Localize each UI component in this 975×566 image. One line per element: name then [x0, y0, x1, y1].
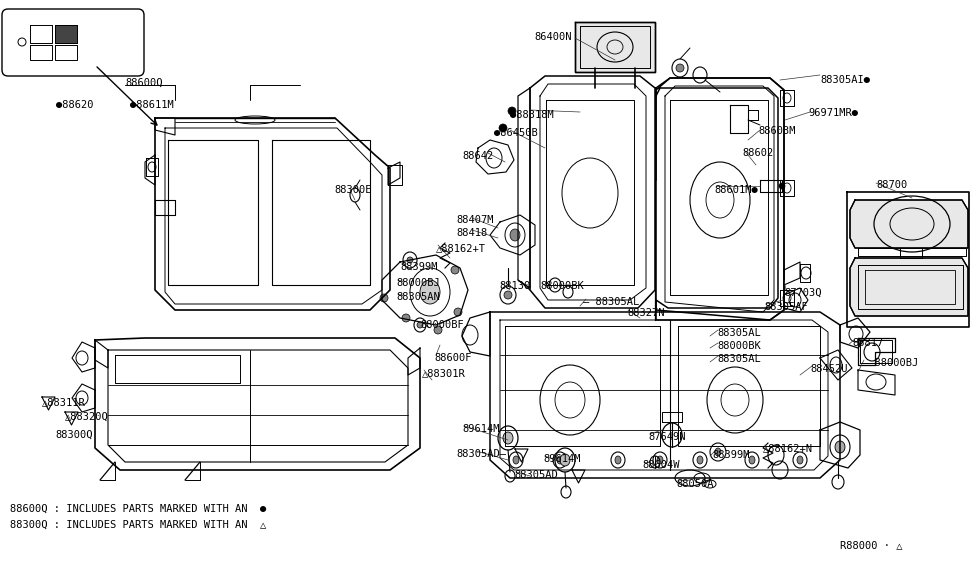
Text: 88000BK: 88000BK — [540, 281, 584, 291]
Ellipse shape — [510, 229, 520, 241]
Text: ●88611M: ●88611M — [130, 100, 174, 110]
Text: △88162+N: △88162+N — [763, 443, 813, 453]
Ellipse shape — [715, 448, 721, 456]
Text: 88000BK: 88000BK — [717, 341, 760, 351]
Ellipse shape — [797, 456, 803, 464]
Ellipse shape — [504, 291, 512, 299]
Text: 88600Q: 88600Q — [125, 78, 163, 88]
Text: ●86450B: ●86450B — [494, 128, 538, 138]
Text: 88399M: 88399M — [712, 450, 750, 460]
Ellipse shape — [499, 124, 507, 132]
Text: 88050A: 88050A — [676, 479, 714, 489]
Text: ●88318M: ●88318M — [510, 110, 554, 120]
Ellipse shape — [779, 183, 785, 189]
Ellipse shape — [407, 257, 413, 263]
Text: 88604W: 88604W — [642, 460, 680, 470]
Ellipse shape — [503, 432, 513, 444]
Text: 88305AD: 88305AD — [514, 470, 558, 480]
Text: 88407M: 88407M — [456, 215, 493, 225]
Text: 88601M●: 88601M● — [714, 185, 758, 195]
Ellipse shape — [657, 456, 663, 464]
Text: 89614M: 89614M — [462, 424, 499, 434]
Text: ●88620: ●88620 — [56, 100, 94, 110]
Text: 88602: 88602 — [742, 148, 773, 158]
Ellipse shape — [560, 454, 570, 466]
Ellipse shape — [697, 456, 703, 464]
Ellipse shape — [402, 314, 410, 322]
Ellipse shape — [454, 308, 462, 316]
Text: 88300E: 88300E — [334, 185, 371, 195]
Ellipse shape — [451, 266, 459, 274]
Text: 88642: 88642 — [462, 151, 493, 161]
Text: 88130: 88130 — [499, 281, 530, 291]
Text: R88000 · △: R88000 · △ — [840, 540, 903, 550]
Text: △88311R: △88311R — [42, 397, 86, 407]
Text: 88300Q : INCLUDES PARTS MARKED WITH AN  △: 88300Q : INCLUDES PARTS MARKED WITH AN △ — [10, 520, 266, 530]
Polygon shape — [575, 22, 655, 72]
Text: 88603M: 88603M — [758, 126, 796, 136]
Text: 88305AD―: 88305AD― — [456, 449, 506, 459]
Text: 88000BF: 88000BF — [420, 320, 464, 330]
Text: △88320Q: △88320Q — [65, 412, 109, 422]
Ellipse shape — [508, 107, 516, 115]
Text: △88301R: △88301R — [422, 368, 466, 378]
Text: 88305AL: 88305AL — [717, 354, 760, 364]
Ellipse shape — [835, 441, 845, 453]
Ellipse shape — [420, 280, 440, 304]
FancyBboxPatch shape — [2, 9, 144, 76]
Text: 88399M: 88399M — [400, 262, 438, 272]
Text: ― 88305AL: ― 88305AL — [583, 297, 640, 307]
Text: 88700: 88700 — [876, 180, 908, 190]
Text: 89614M: 89614M — [543, 454, 580, 464]
Ellipse shape — [434, 326, 442, 334]
Text: 86400N: 86400N — [534, 32, 571, 42]
Text: 88327N: 88327N — [627, 308, 665, 318]
Ellipse shape — [749, 456, 755, 464]
Text: 88305AI●: 88305AI● — [820, 75, 870, 85]
Text: 88418: 88418 — [456, 228, 488, 238]
Text: 88305AF: 88305AF — [764, 302, 807, 312]
Text: 87703Q: 87703Q — [784, 288, 822, 298]
Text: 87649N: 87649N — [648, 432, 685, 442]
Polygon shape — [850, 200, 968, 248]
Text: 88305AN: 88305AN — [396, 292, 440, 302]
Text: 88817: 88817 — [852, 338, 883, 348]
Text: ― 88000BJ: ― 88000BJ — [862, 358, 918, 368]
Text: △88162+T: △88162+T — [436, 243, 486, 253]
Polygon shape — [850, 258, 968, 316]
Ellipse shape — [676, 64, 684, 72]
Text: 88305AL: 88305AL — [717, 328, 760, 338]
Polygon shape — [55, 25, 77, 43]
Text: 88600Q : INCLUDES PARTS MARKED WITH AN  ●: 88600Q : INCLUDES PARTS MARKED WITH AN ● — [10, 504, 266, 514]
Ellipse shape — [557, 456, 563, 464]
Text: 88600F: 88600F — [434, 353, 472, 363]
Text: 88452U: 88452U — [810, 364, 847, 374]
Text: 96971MR●: 96971MR● — [808, 108, 858, 118]
Text: 88000BJ: 88000BJ — [396, 278, 440, 288]
Ellipse shape — [615, 456, 621, 464]
Ellipse shape — [417, 322, 423, 328]
Ellipse shape — [513, 456, 519, 464]
Text: 88300Q: 88300Q — [55, 430, 93, 440]
Ellipse shape — [380, 294, 388, 302]
